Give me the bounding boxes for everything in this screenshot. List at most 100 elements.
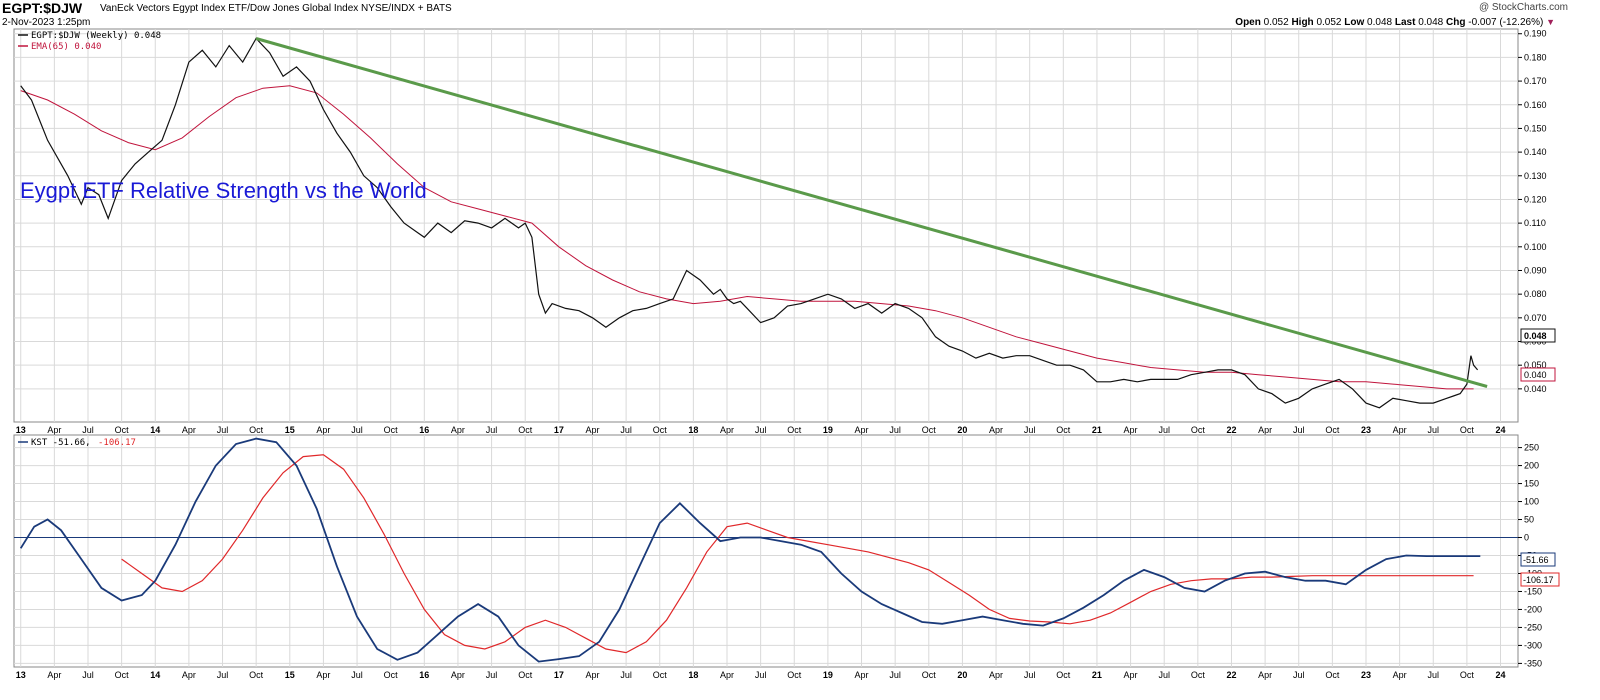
price-x-tick-label: Jul: [755, 425, 767, 435]
kst-x-tick-label: 20: [957, 670, 967, 680]
kst-x-tick-label: Oct: [1325, 670, 1340, 680]
kst-x-tick-label: Jul: [486, 670, 498, 680]
price-x-tick-label: 14: [150, 425, 160, 435]
ema-value-tag: 0.040: [1520, 367, 1556, 382]
price-x-tick-label: Oct: [922, 425, 937, 435]
low-label: Low: [1344, 17, 1365, 28]
low-value: 0.048: [1367, 17, 1393, 28]
price-y-tick-label: 0.070: [1524, 313, 1547, 323]
ohlc-readout: Open 0.052 High 0.052 Low 0.048 Last 0.0…: [1235, 17, 1555, 28]
kst-x-tick-label: Jul: [755, 670, 767, 680]
kst-x-tick-label: 23: [1361, 670, 1371, 680]
price-legend: EGPT:$DJW (Weekly) 0.048 EMA(65) 0.040: [18, 31, 161, 52]
kst-x-tick-label: 15: [285, 670, 295, 680]
price-y-tick-label: 0.190: [1524, 29, 1547, 39]
kst-x-tick-label: Apr: [855, 670, 869, 680]
kst-y-tick-label: -300: [1524, 640, 1542, 650]
kst-x-tick-label: Oct: [1460, 670, 1475, 680]
price-x-tick-label: 20: [957, 425, 967, 435]
kst-x-tick-label: 17: [554, 670, 564, 680]
kst-x-tick-label: Oct: [787, 670, 802, 680]
price-x-tick-label: Apr: [182, 425, 196, 435]
price-x-tick-label: Apr: [451, 425, 465, 435]
kst-x-tick-label: Jul: [1427, 670, 1439, 680]
price-y-tick-label: 0.100: [1524, 242, 1547, 252]
kst-x-tick-label: Apr: [316, 670, 330, 680]
price-x-tick-label: Apr: [585, 425, 599, 435]
price-x-tick-label: 24: [1496, 425, 1506, 435]
copyright: @ StockCharts.com: [1478, 2, 1568, 13]
price-y-tick-label: 0.140: [1524, 147, 1547, 157]
price-x-tick-label: 23: [1361, 425, 1371, 435]
price-x-tick-label: Jul: [82, 425, 94, 435]
kst-x-tick-label: Jul: [1158, 670, 1170, 680]
price-x-tick-label: 15: [285, 425, 295, 435]
kst-y-tick-label: -200: [1524, 604, 1542, 614]
price-x-ticks: 13 Apr Jul Oct 14 Apr Jul Oct 15 Apr Jul Oct 16 Apr Ju…: [16, 425, 1506, 435]
price-x-tick-label: Oct: [249, 425, 264, 435]
price-x-tick-label: Jul: [889, 425, 901, 435]
price-x-tick-label: Oct: [518, 425, 533, 435]
price-y-tick-label: 0.080: [1524, 289, 1547, 299]
price-line: [20, 37, 1479, 409]
price-x-tick-label: 19: [823, 425, 833, 435]
kst-x-tick-label: Apr: [1124, 670, 1138, 680]
price-y-tick-label: 0.180: [1524, 52, 1547, 62]
price-x-tick-label: Apr: [855, 425, 869, 435]
chart-date: 2-Nov-2023 1:25pm: [2, 17, 91, 28]
kst-x-tick-label: Jul: [1293, 670, 1305, 680]
price-y-tick-label: 0.090: [1524, 265, 1547, 275]
kst-x-tick-label: Oct: [922, 670, 937, 680]
price-legend-label: EGPT:$DJW (Weekly) 0.048: [31, 31, 161, 41]
kst-value-tag: -51.66: [1520, 552, 1556, 567]
last-value-text: 0.048: [1524, 331, 1547, 341]
signal-value-text: -106.17: [1523, 575, 1554, 585]
price-panel-frame: [13, 28, 1519, 423]
last-value-box: [1520, 328, 1556, 343]
kst-x-tick-label: Oct: [518, 670, 533, 680]
ema-value-text: 0.040: [1524, 370, 1547, 380]
kst-x-tick-label: Jul: [1024, 670, 1036, 680]
price-x-tick-label: Jul: [1427, 425, 1439, 435]
price-x-tick-label: 22: [1226, 425, 1236, 435]
price-x-tick-label: Oct: [1191, 425, 1206, 435]
price-x-tick-label: 21: [1092, 425, 1102, 435]
chg-label: Chg: [1446, 17, 1466, 28]
price-y-tick-label: 0.150: [1524, 123, 1547, 133]
kst-x-tick-label: Apr: [182, 670, 196, 680]
kst-x-tick-label: 18: [688, 670, 698, 680]
price-x-tick-label: Apr: [47, 425, 61, 435]
price-x-tick-label: Oct: [1325, 425, 1340, 435]
kst-x-ticks: 13 Apr Jul Oct 14 Apr Jul Oct 15 Apr Jul Oct 16 Apr Ju…: [16, 670, 1506, 680]
last-label: Last: [1394, 17, 1416, 28]
open-value: 0.052: [1263, 17, 1289, 28]
price-x-tick-label: Apr: [1124, 425, 1138, 435]
kst-x-tick-label: Oct: [1191, 670, 1206, 680]
price-x-tick-label: 18: [688, 425, 698, 435]
price-x-tick-label: Apr: [989, 425, 1003, 435]
kst-x-tick-label: 21: [1092, 670, 1102, 680]
kst-x-tick-label: 14: [150, 670, 160, 680]
last-value: 0.048: [1418, 17, 1444, 28]
symbol-description: VanEck Vectors Egypt Index ETF/Dow Jones…: [100, 3, 452, 14]
kst-x-tick-label: Oct: [249, 670, 264, 680]
ema-legend-label: EMA(65) 0.040: [31, 42, 101, 52]
kst-x-tick-label: Jul: [217, 670, 229, 680]
kst-x-tick-label: Jul: [889, 670, 901, 680]
price-y-tick-label: 0.120: [1524, 194, 1547, 204]
price-x-tick-label: 17: [554, 425, 564, 435]
kst-x-tick-label: 19: [823, 670, 833, 680]
kst-y-tick-label: -350: [1524, 658, 1542, 668]
ema-line: [20, 85, 1474, 390]
symbol-title: EGPT:$DJW: [2, 0, 83, 16]
price-x-tick-label: Jul: [1158, 425, 1170, 435]
kst-y-tick-label: 250: [1524, 443, 1539, 453]
kst-x-tick-label: Oct: [653, 670, 668, 680]
high-label: High: [1291, 17, 1314, 28]
kst-x-tick-label: Apr: [989, 670, 1003, 680]
price-x-tick-label: Oct: [1056, 425, 1071, 435]
kst-x-tick-label: 24: [1496, 670, 1506, 680]
kst-x-tick-label: Jul: [351, 670, 363, 680]
kst-x-tick-label: Apr: [1393, 670, 1407, 680]
